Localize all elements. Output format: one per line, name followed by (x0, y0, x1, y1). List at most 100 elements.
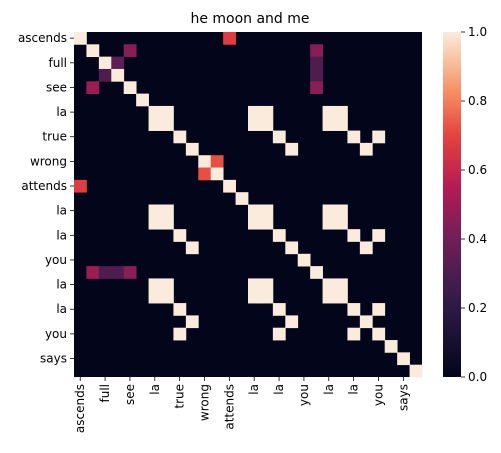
heatmap-cell (335, 216, 348, 230)
column-tick-label: la (347, 384, 361, 395)
heatmap-cell (260, 278, 274, 292)
column-tick-label: la (322, 384, 336, 395)
row-tick-label: attends (21, 179, 67, 193)
column-tick-label: la (148, 384, 162, 395)
heatmap-cell (409, 364, 423, 378)
heatmap-cell (335, 105, 348, 119)
heatmap-cell (285, 315, 299, 329)
heatmap-cell (198, 167, 212, 181)
heatmap-cell (347, 130, 361, 144)
heatmap-cell (285, 142, 299, 156)
heatmap-cell (223, 32, 236, 45)
heatmap-cell (111, 266, 125, 279)
row-tick-label: says (40, 352, 67, 366)
heatmap-cell (248, 204, 261, 218)
chart-title: he moon and me (190, 11, 309, 27)
heatmap-cell (148, 118, 162, 131)
column-tick-label: full (98, 384, 112, 403)
heatmap-cell (397, 352, 410, 366)
row-tick-label: la (56, 228, 67, 242)
column-tick-labels: ascends full see la true wrong attends la la you l… (73, 377, 410, 433)
heatmap-grid (74, 32, 423, 378)
heatmap-cell (161, 204, 174, 218)
heatmap-cell (260, 118, 274, 131)
column-tick-label: wrong (198, 384, 212, 421)
heatmap-cell (260, 105, 274, 119)
heatmap-cell (161, 290, 174, 304)
heatmap-cell (148, 216, 162, 230)
heatmap-cell (335, 290, 348, 304)
colorbar-tick-label: 0.0 (468, 370, 487, 384)
heatmap-cell (372, 229, 386, 242)
heatmap-cell (322, 278, 336, 292)
heatmap-cell (148, 204, 162, 218)
heatmap-cell (173, 229, 187, 242)
row-tick-label: la (56, 278, 67, 292)
heatmap-cell (136, 93, 149, 107)
heatmap-cell (111, 68, 125, 82)
heatmap-cell (173, 327, 187, 341)
column-tick-label: you (372, 384, 386, 406)
heatmap-cell (322, 290, 336, 304)
heatmap-cell (161, 105, 174, 119)
row-tick-label: see (46, 80, 67, 94)
heatmap-cell (272, 303, 286, 316)
row-tick-label: you (45, 327, 67, 341)
colorbar: 0.0 0.2 0.4 0.6 0.8 1.0 (443, 25, 487, 384)
heatmap-cell (384, 340, 398, 353)
heatmap-cell (372, 303, 386, 316)
column-tick-label: says (396, 384, 410, 411)
heatmap-cell (161, 118, 174, 131)
row-tick-label: true (42, 130, 67, 144)
heatmap-cell (173, 303, 187, 316)
heatmap-cell (86, 81, 100, 95)
colorbar-tick-label: 0.2 (468, 301, 487, 315)
colorbar-tick-label: 0.4 (468, 232, 487, 246)
row-tick-label: la (56, 204, 67, 218)
heatmap-cell (223, 179, 236, 193)
heatmap-cell (161, 216, 174, 230)
column-tick-label: see (123, 384, 137, 405)
heatmap-cell (148, 290, 162, 304)
heatmap-cell (185, 315, 199, 329)
heatmap-cell (248, 216, 261, 230)
column-tick-label: la (272, 384, 286, 395)
column-tick-label: ascends (73, 384, 87, 433)
heatmap-cell (372, 130, 386, 144)
row-tick-labels: ascends full see la true wrong attends la la you l… (18, 31, 74, 366)
heatmap-cell (98, 56, 112, 70)
heatmap-cell (260, 290, 274, 304)
heatmap-cell (347, 229, 361, 242)
row-tick-label: ascends (18, 31, 67, 45)
heatmap-cell (86, 266, 100, 279)
heatmap-cell (310, 44, 323, 58)
colorbar-tick-label: 1.0 (468, 25, 487, 39)
heatmap-cell (272, 327, 286, 341)
heatmap-cell (260, 204, 274, 218)
heatmap-cell (210, 155, 224, 168)
heatmap-cell (86, 44, 100, 58)
heatmap-cell (248, 118, 261, 131)
heatmap-cell (98, 266, 112, 279)
column-tick-label: attends (222, 384, 236, 430)
heatmap-cell (123, 81, 137, 95)
heatmap-cell (235, 192, 249, 205)
heatmap-cell (260, 216, 274, 230)
heatmap-cell (74, 179, 87, 193)
column-tick-label: you (297, 384, 311, 406)
heatmap-cell (347, 303, 361, 316)
column-tick-label: true (173, 384, 187, 409)
heatmap-cell (74, 32, 87, 45)
heatmap-cell (248, 290, 261, 304)
row-tick-label: la (56, 302, 67, 316)
colorbar-tick-label: 0.8 (468, 94, 487, 108)
heatmap-cell (310, 68, 323, 82)
row-tick-label: you (45, 253, 67, 267)
heatmap-cell (248, 105, 261, 119)
heatmap-cell (335, 204, 348, 218)
heatmap-cells (74, 32, 423, 378)
heatmap-cell (310, 266, 323, 279)
heatmap-cell (173, 130, 187, 144)
heatmap-cell (210, 167, 224, 181)
heatmap-cell (310, 56, 323, 70)
